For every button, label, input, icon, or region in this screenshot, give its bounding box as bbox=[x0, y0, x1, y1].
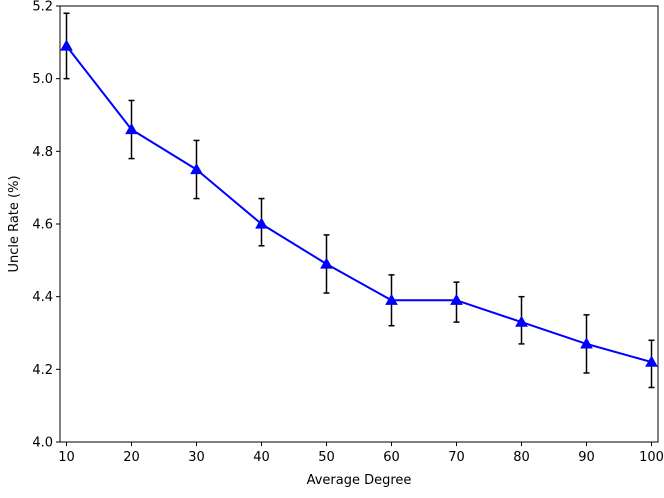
data-point-marker bbox=[255, 217, 268, 229]
x-tick-label: 60 bbox=[383, 450, 400, 465]
series-line bbox=[65, 45, 652, 364]
data-point-marker bbox=[320, 257, 333, 269]
x-tick-label: 50 bbox=[318, 450, 335, 465]
data-point-marker bbox=[450, 293, 463, 305]
x-tick-label: 40 bbox=[253, 450, 270, 465]
x-tick-label: 20 bbox=[123, 450, 140, 465]
data-point-marker bbox=[60, 39, 73, 51]
x-tick-label: 90 bbox=[578, 450, 595, 465]
data-point-marker bbox=[645, 355, 658, 367]
y-tick-label: 4.4 bbox=[32, 290, 53, 305]
data-point-marker bbox=[190, 162, 203, 175]
x-axis-label: Average Degree bbox=[307, 473, 412, 488]
x-tick-label: 30 bbox=[188, 450, 205, 465]
y-tick-label: 5.0 bbox=[32, 72, 53, 87]
y-tick-label: 5.2 bbox=[32, 0, 53, 15]
data-point-marker bbox=[580, 337, 593, 349]
data-point-marker bbox=[385, 293, 398, 305]
x-tick-label: 10 bbox=[58, 450, 75, 465]
data-point-marker bbox=[515, 315, 528, 327]
y-tick-label: 4.2 bbox=[32, 363, 53, 378]
y-axis-label: Uncle Rate (%) bbox=[7, 175, 22, 272]
series-group bbox=[60, 39, 658, 367]
y-tick-label: 4.0 bbox=[32, 436, 53, 451]
x-tick-label: 70 bbox=[448, 450, 465, 465]
y-tick-label: 4.8 bbox=[32, 145, 53, 160]
axes-group: 10 20 30 40 50 60 70 80 90 100 4.0 4.2 4.4 4.6 4.8 5.0 5… bbox=[32, 0, 664, 465]
data-point-marker bbox=[125, 123, 138, 135]
x-tick-label: 80 bbox=[513, 450, 530, 465]
y-tick-label: 4.6 bbox=[32, 218, 53, 233]
x-tick-label: 100 bbox=[639, 450, 664, 465]
